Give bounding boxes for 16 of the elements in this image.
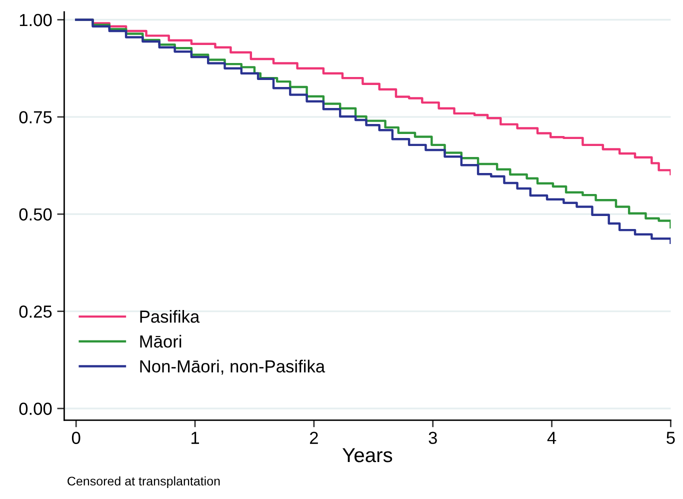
x-tick-label: 1	[192, 432, 199, 444]
legend-label: Māori	[140, 334, 182, 348]
x-tick-label: 3	[428, 432, 437, 444]
y-tick-label: 0.25	[19, 305, 52, 318]
legend-label: Pasifika	[140, 310, 200, 323]
x-tick-label: 0	[72, 432, 80, 444]
y-tick-label: 0.50	[19, 208, 52, 221]
x-tick-label: 2	[310, 432, 318, 444]
x-tick-label: 5	[666, 432, 675, 444]
y-tick-label: 0.00	[19, 402, 52, 415]
y-tick-label: 1.00	[20, 14, 52, 26]
text: Censored at transplantation	[68, 476, 220, 488]
y-tick-label: 0.75	[19, 111, 52, 124]
x-axis-title: Years	[342, 448, 392, 462]
x-tick-label: 4	[547, 432, 556, 444]
legend-label: Non-Māori, non-Pasifika	[140, 360, 326, 375]
